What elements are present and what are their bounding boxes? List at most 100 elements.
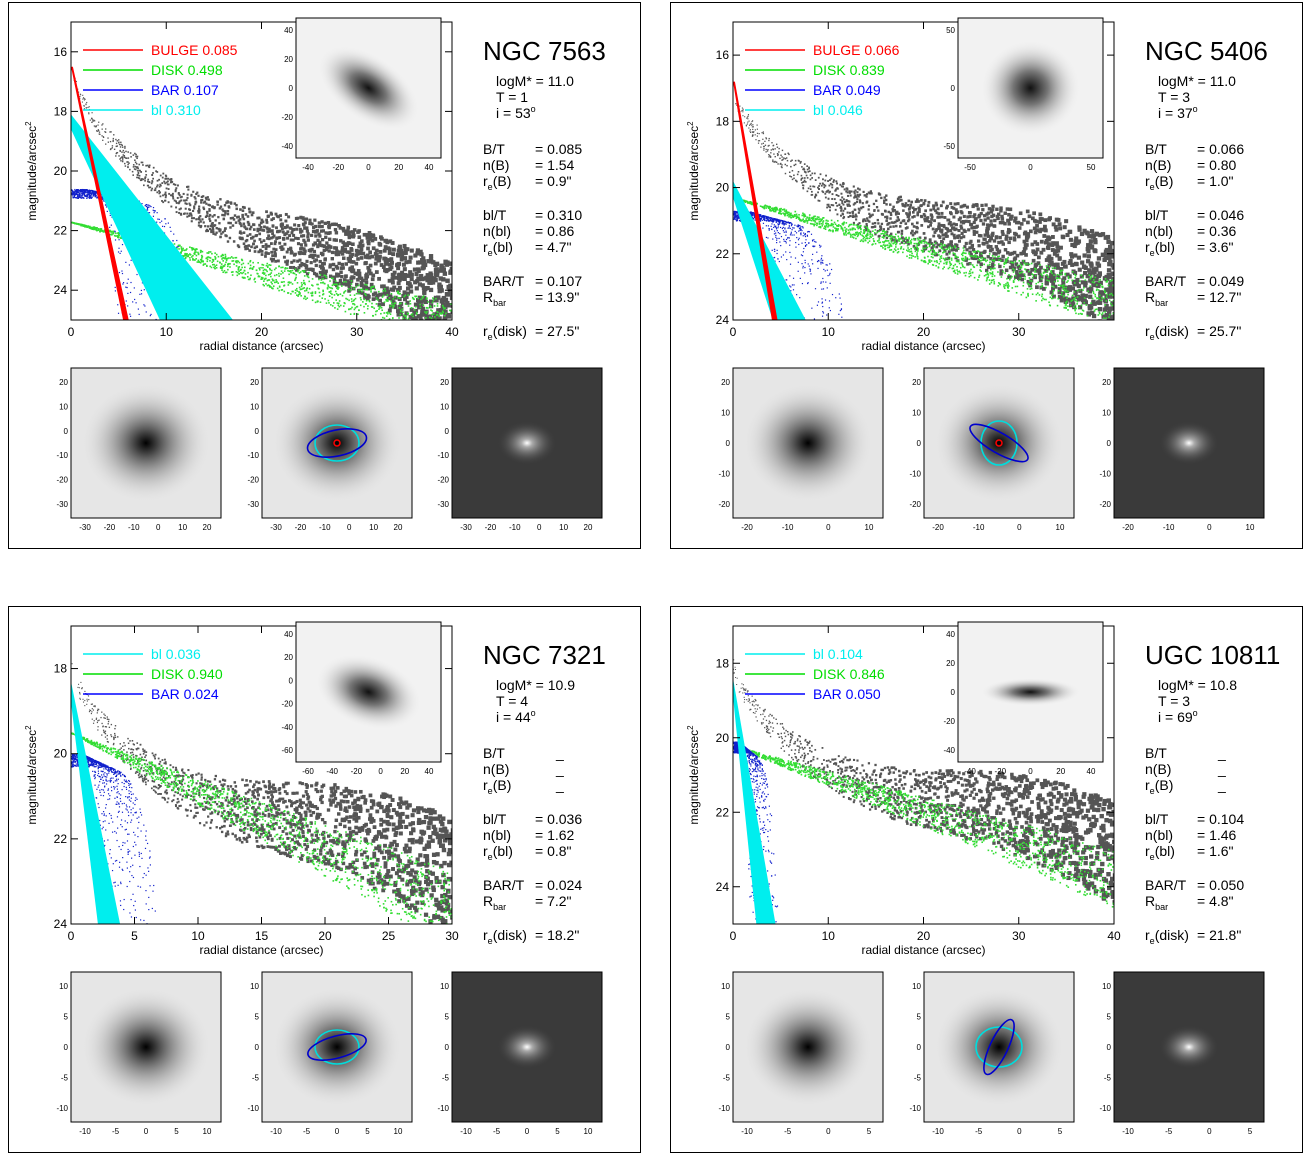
fit-param-value: = 7.2" [535,893,572,909]
disk-component [71,732,452,924]
legend: BULGE 0.066 DISK 0.839 BAR 0.049 bl 0.046 [745,42,900,118]
inset-x-tick: -20 [994,767,1006,776]
image-x-tick: 5 [555,1127,560,1136]
galaxy-param: logM* = 10.9 [496,677,575,693]
fit-param-value: = 0.310 [535,207,582,223]
image-y-tick: 10 [59,402,68,411]
inset-y-tick: 0 [951,688,956,697]
x-tick-label: 20 [318,929,332,943]
legend: BULGE 0.085 DISK 0.498 BAR 0.107 bl 0.310 [83,42,238,118]
fit-param-value: _ [555,777,564,793]
image-x-tick: -10 [270,1127,282,1136]
galaxy-param: T = 3 [1158,89,1190,105]
fit-param-value: = 0.049 [1197,273,1244,289]
image-x-tick: 5 [1058,1127,1063,1136]
image-y-tick: 5 [64,1013,69,1022]
image-x-tick: 0 [156,523,161,532]
bulge-ellipse [333,439,341,447]
residual-image: -20 -10 0 10 20 10 0 -10 -20 [1099,367,1265,532]
fit-param-value: _ [1217,761,1226,777]
image-x-tick: -5 [1165,1127,1173,1136]
x-tick-label: 15 [255,929,269,943]
inset-x-tick: 40 [425,163,434,172]
x-tick-label: 10 [191,929,205,943]
legend-entry: DISK 0.498 [151,62,223,78]
panel-frame [670,606,1303,1153]
fit-param-value: = 0.036 [535,811,582,827]
image-x-tick: 10 [178,523,187,532]
image-y-tick: 0 [445,1043,450,1052]
fit-param-value: = 0.066 [1197,141,1244,157]
bulge-ellipse [995,439,1003,447]
galaxy-param: i = 53o [496,104,536,121]
panel-frame [8,606,641,1153]
image-y-tick: 0 [726,1043,731,1052]
x-tick-label: 20 [917,325,931,339]
image-x-tick: 0 [1017,523,1022,532]
y-axis-label: magnitude/arcsec2 [24,725,39,825]
image-x-tick: -5 [493,1127,501,1136]
disk-component [733,197,1114,320]
model-ellipses-image: -30 -20 -10 0 10 20 20 10 0 -10 -20 -30 [247,367,413,532]
image-x-tick: 5 [174,1127,179,1136]
image-y-tick: -30 [437,500,449,509]
image-x-tick: -20 [295,523,307,532]
image-x-tick: -10 [460,1127,472,1136]
galaxy-image: -20 -10 0 10 20 10 0 -10 -20 [718,367,884,532]
image-y-tick: 10 [1102,982,1111,991]
fit-param-label: B/T [1145,745,1167,761]
legend-entry: BAR 0.107 [151,82,219,98]
image-y-tick: 10 [59,982,68,991]
image-x-tick: -20 [485,523,497,532]
x-tick-label: 0 [68,929,75,943]
x-tick-label: 0 [68,325,75,339]
fit-param-label: B/T [483,141,505,157]
fit-param-label: B/T [1145,141,1167,157]
image-y-tick: 0 [64,1043,69,1052]
bar-ellipse [983,1018,1015,1076]
x-tick-label: 10 [822,929,836,943]
image-x-tick: 0 [335,1127,340,1136]
fit-param-value: _ [1217,745,1226,761]
image-x-tick: -10 [79,1127,91,1136]
inset-y-tick: 40 [946,630,955,639]
fit-param-label: Rbar [1145,893,1168,912]
x-tick-label: 25 [382,929,396,943]
inset-y-tick: -40 [943,746,955,755]
fit-param-value: = 3.6" [1197,239,1234,255]
galaxy-name: NGC 5406 [1145,36,1268,66]
image-y-tick: 10 [721,982,730,991]
inset-x-tick: 0 [378,767,383,776]
model-ellipses-image: -10 -5 0 5 10 5 0 -5 -10 [909,971,1075,1136]
image-y-tick: 0 [917,439,922,448]
image-x-tick: -10 [932,1127,944,1136]
fit-param-label: re(bl) [1145,239,1175,258]
y-tick-label: 20 [716,731,730,745]
image-x-tick: 10 [203,1127,212,1136]
fit-param-label: n(bl) [483,223,511,239]
galaxy-name: UGC 10811 [1145,640,1280,670]
residual-image: -30 -20 -10 0 10 20 20 10 0 -10 -20 -30 [437,367,603,532]
fit-param-label: re(bl) [483,843,513,862]
residual-image: -10 -5 0 5 10 10 5 0 -5 -10 [437,971,603,1136]
fit-param-value: = 18.2" [535,927,579,943]
legend-entry: BULGE 0.066 [813,42,900,58]
image-x-tick: -30 [460,523,472,532]
legend: bl 0.104 DISK 0.846 BAR 0.050 [745,646,885,702]
fit-param-label: re(B) [483,777,511,796]
legend-entry: DISK 0.940 [151,666,223,682]
image-y-tick: 10 [440,402,449,411]
image-y-tick: -10 [437,1104,449,1113]
legend-entry: DISK 0.839 [813,62,885,78]
image-x-tick: -20 [1122,523,1134,532]
fit-param-value: = 0.107 [535,273,582,289]
image-y-tick: -10 [909,470,921,479]
model-ellipses-image: -20 -10 0 10 20 10 0 -10 -20 [909,367,1075,532]
fit-param-value: = 21.8" [1197,927,1241,943]
x-tick-label: 5 [131,929,138,943]
legend: bl 0.036 DISK 0.940 BAR 0.024 [83,646,223,702]
bl-ellipse [314,1029,360,1065]
image-y-tick: 0 [255,1043,260,1052]
panel-ngc7321: 0 5 10 15 20 25 30 18 20 22 24 radial distance (arc… [8,606,641,1153]
image-x-tick: 0 [826,523,831,532]
